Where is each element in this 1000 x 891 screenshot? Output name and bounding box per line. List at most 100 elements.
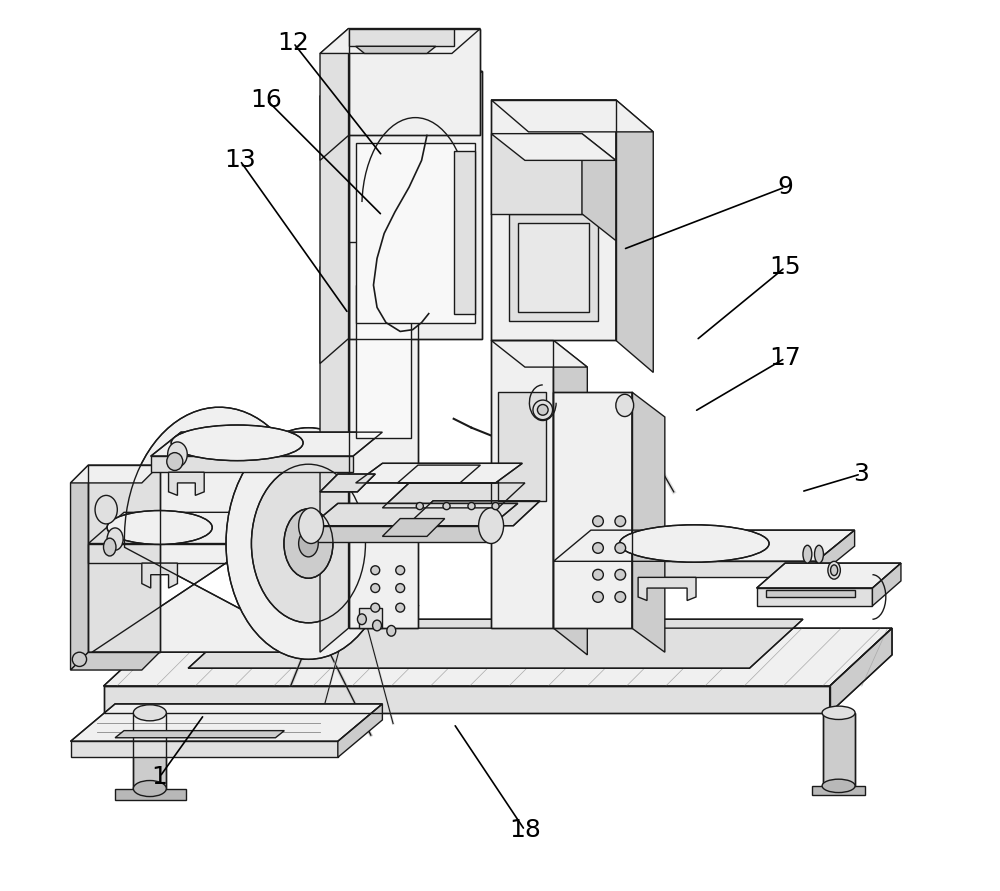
Polygon shape <box>632 392 665 652</box>
Ellipse shape <box>616 394 634 417</box>
Text: 9: 9 <box>777 176 793 199</box>
Polygon shape <box>398 465 480 483</box>
Polygon shape <box>356 463 522 483</box>
Polygon shape <box>320 474 375 492</box>
Text: 18: 18 <box>509 819 541 842</box>
Polygon shape <box>553 392 632 628</box>
Ellipse shape <box>226 428 391 659</box>
Polygon shape <box>88 465 160 652</box>
Polygon shape <box>228 512 264 563</box>
Ellipse shape <box>593 516 603 527</box>
Polygon shape <box>349 71 482 339</box>
Polygon shape <box>92 407 322 652</box>
Polygon shape <box>356 143 475 323</box>
Ellipse shape <box>619 525 769 562</box>
Ellipse shape <box>468 503 475 510</box>
Polygon shape <box>320 29 480 53</box>
Ellipse shape <box>171 425 303 461</box>
Ellipse shape <box>537 405 548 415</box>
Polygon shape <box>766 590 855 597</box>
Ellipse shape <box>533 400 553 420</box>
Polygon shape <box>349 29 480 135</box>
Polygon shape <box>509 214 598 321</box>
Polygon shape <box>382 483 525 508</box>
Ellipse shape <box>251 464 365 623</box>
Polygon shape <box>498 392 546 501</box>
Polygon shape <box>816 530 855 577</box>
Polygon shape <box>311 526 491 542</box>
Polygon shape <box>320 242 418 267</box>
Polygon shape <box>616 100 653 372</box>
Polygon shape <box>382 519 445 536</box>
Polygon shape <box>553 340 587 655</box>
Ellipse shape <box>396 566 405 575</box>
Text: 12: 12 <box>277 31 309 54</box>
Polygon shape <box>553 561 816 577</box>
Polygon shape <box>359 608 382 628</box>
Polygon shape <box>812 786 865 795</box>
Ellipse shape <box>615 592 626 602</box>
Ellipse shape <box>492 503 499 510</box>
Ellipse shape <box>822 706 855 720</box>
Ellipse shape <box>593 592 603 602</box>
Polygon shape <box>872 563 901 606</box>
Polygon shape <box>830 628 892 713</box>
Ellipse shape <box>133 705 166 721</box>
Polygon shape <box>491 340 553 628</box>
Ellipse shape <box>615 569 626 580</box>
Polygon shape <box>491 134 616 160</box>
Polygon shape <box>454 151 475 314</box>
Ellipse shape <box>479 508 504 544</box>
Polygon shape <box>553 530 855 561</box>
Polygon shape <box>320 71 482 96</box>
Polygon shape <box>188 619 803 668</box>
Ellipse shape <box>168 442 187 467</box>
Polygon shape <box>104 628 892 686</box>
Polygon shape <box>151 456 353 472</box>
Polygon shape <box>491 100 653 132</box>
Polygon shape <box>406 501 540 526</box>
Polygon shape <box>320 242 349 652</box>
Ellipse shape <box>357 614 366 625</box>
Ellipse shape <box>299 508 324 544</box>
Text: 1: 1 <box>152 765 168 789</box>
Polygon shape <box>491 134 582 214</box>
Polygon shape <box>71 704 382 741</box>
Ellipse shape <box>371 566 380 575</box>
Polygon shape <box>518 223 589 312</box>
Ellipse shape <box>396 603 405 612</box>
Ellipse shape <box>828 561 840 579</box>
Ellipse shape <box>822 779 855 793</box>
Polygon shape <box>823 713 855 786</box>
Text: 3: 3 <box>853 462 869 486</box>
Ellipse shape <box>167 453 183 470</box>
Polygon shape <box>338 704 382 757</box>
Polygon shape <box>88 544 228 563</box>
Polygon shape <box>151 432 382 456</box>
Polygon shape <box>320 29 349 160</box>
Ellipse shape <box>443 503 450 510</box>
Text: 13: 13 <box>224 149 256 172</box>
Polygon shape <box>71 652 160 670</box>
Ellipse shape <box>815 545 823 563</box>
Ellipse shape <box>95 495 117 524</box>
Ellipse shape <box>371 603 380 612</box>
Ellipse shape <box>104 538 116 556</box>
Ellipse shape <box>831 565 838 576</box>
Ellipse shape <box>107 527 123 550</box>
Ellipse shape <box>299 530 318 557</box>
Ellipse shape <box>371 584 380 593</box>
Polygon shape <box>382 508 498 526</box>
Ellipse shape <box>416 503 423 510</box>
Polygon shape <box>757 588 872 606</box>
Polygon shape <box>142 563 177 588</box>
Polygon shape <box>104 686 830 713</box>
Ellipse shape <box>373 620 381 631</box>
Ellipse shape <box>615 516 626 527</box>
Text: 15: 15 <box>769 256 801 279</box>
Polygon shape <box>71 465 88 670</box>
Polygon shape <box>71 741 338 757</box>
Text: 17: 17 <box>769 347 801 370</box>
Polygon shape <box>356 285 411 438</box>
Ellipse shape <box>803 545 812 563</box>
